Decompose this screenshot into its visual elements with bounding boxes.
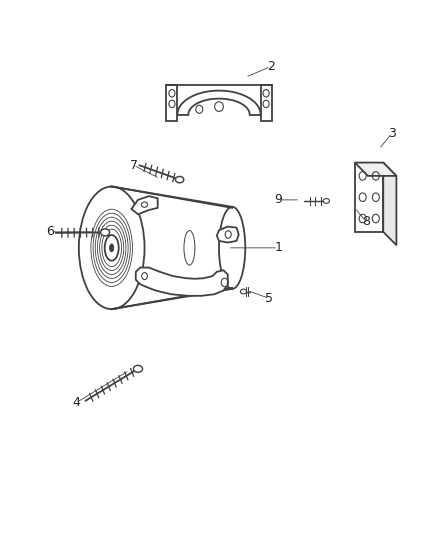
Text: 6: 6 <box>46 225 54 238</box>
Polygon shape <box>355 163 396 176</box>
Ellipse shape <box>134 366 142 372</box>
Text: 3: 3 <box>388 127 396 140</box>
Bar <box>355 163 383 232</box>
FancyBboxPatch shape <box>112 187 232 309</box>
Polygon shape <box>136 268 228 296</box>
Ellipse shape <box>323 198 329 204</box>
Text: 9: 9 <box>274 193 282 206</box>
Polygon shape <box>217 227 239 243</box>
Text: 4: 4 <box>73 396 81 409</box>
Text: 1: 1 <box>274 241 282 254</box>
Text: 5: 5 <box>265 292 273 305</box>
Polygon shape <box>383 163 396 245</box>
Text: 8: 8 <box>362 215 370 228</box>
Ellipse shape <box>175 176 184 183</box>
Ellipse shape <box>110 244 114 252</box>
Polygon shape <box>166 85 177 121</box>
Polygon shape <box>131 196 158 214</box>
Text: 7: 7 <box>130 159 138 172</box>
Polygon shape <box>261 85 272 121</box>
Ellipse shape <box>240 289 247 294</box>
Ellipse shape <box>101 229 110 236</box>
Text: 2: 2 <box>267 60 275 73</box>
